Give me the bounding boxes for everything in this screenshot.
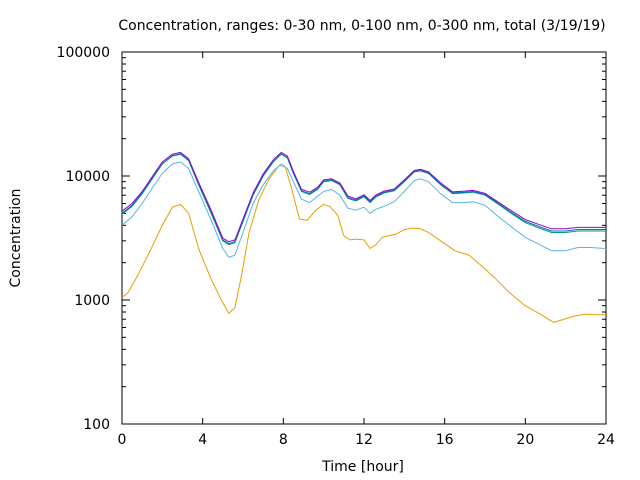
x-tick-label: 12: [355, 432, 373, 448]
x-tick-label: 24: [597, 432, 615, 448]
y-tick-label: 100: [83, 417, 110, 433]
x-tick-label: 0: [118, 432, 127, 448]
series-line-3: [121, 153, 606, 246]
x-tick-label: 20: [516, 432, 534, 448]
x-tick-label: 16: [436, 432, 454, 448]
x-axis-label: Time [hour]: [321, 459, 404, 475]
series-line-2: [121, 161, 607, 258]
x-tick-label: 4: [198, 432, 207, 448]
y-tick-label: 10000: [65, 169, 110, 185]
series-line-4: [121, 153, 606, 245]
y-tick-label: 100000: [57, 45, 110, 61]
y-axis: 100 1000 10000 100000: [57, 45, 606, 433]
y-axis-label: Concentration: [8, 188, 24, 287]
series-lines: [121, 151, 607, 323]
series-line-5: [121, 151, 606, 243]
x-axis: 0 4 8 12 16 20 24: [118, 52, 615, 448]
chart-title: Concentration, ranges: 0-30 nm, 0-100 nm…: [118, 18, 605, 34]
x-tick-label: 8: [279, 432, 288, 448]
plot-frame: [121, 51, 607, 425]
y-tick-label: 1000: [74, 293, 110, 309]
series-line-1: [121, 164, 606, 323]
